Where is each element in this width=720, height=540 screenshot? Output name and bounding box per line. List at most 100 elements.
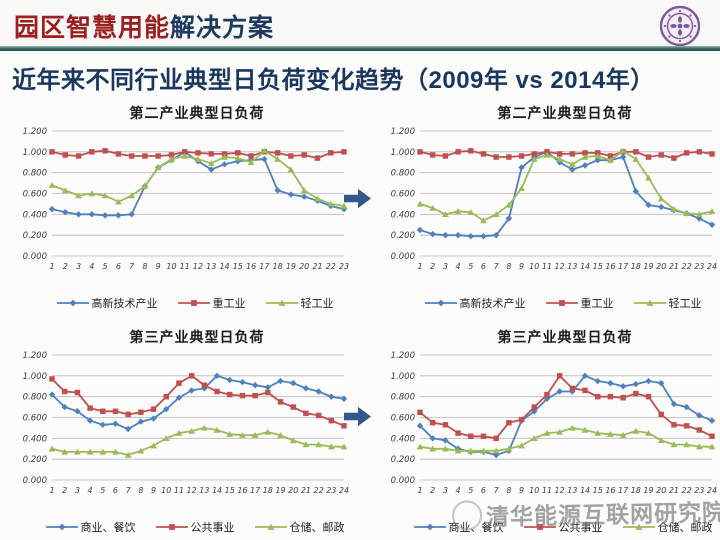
svg-text:14: 14 [212,486,222,495]
svg-text:0.800: 0.800 [391,169,415,179]
svg-text:11: 11 [180,262,190,271]
svg-text:24: 24 [707,262,717,271]
svg-text:6: 6 [116,262,121,271]
legend-item: 商业、餐饮 [413,519,504,535]
svg-text:0.800: 0.800 [23,169,47,179]
header-divider [0,46,720,51]
svg-text:15: 15 [225,486,235,495]
svg-text:11: 11 [542,262,552,271]
legend-item: 重工业 [177,295,246,311]
svg-text:15: 15 [593,262,603,271]
svg-text:1.200: 1.200 [23,351,47,361]
svg-text:18: 18 [631,486,641,495]
svg-text:2: 2 [62,486,67,495]
svg-text:0.600: 0.600 [23,190,47,200]
legend-marker-icon [633,299,666,306]
svg-text:0.000: 0.000 [23,252,47,262]
svg-text:8: 8 [506,486,511,495]
svg-text:5: 5 [100,486,105,495]
svg-text:23: 23 [694,486,704,495]
svg-text:6: 6 [481,262,486,271]
svg-text:6: 6 [113,486,118,495]
svg-text:22: 22 [314,486,324,495]
chart-tertiary-industry-2014: 第三产业典型日负荷 0.000 0.200 0.400 0.600 0.800 1.000… [382,326,718,536]
svg-text:10: 10 [529,262,539,271]
svg-text:1.000: 1.000 [23,372,47,382]
svg-text:5: 5 [468,262,473,271]
chart-legend: 商业、餐饮 公共事业 仓储、邮政 [382,518,718,536]
svg-text:0.400: 0.400 [23,434,47,444]
svg-text:18: 18 [631,262,641,271]
svg-text:21: 21 [312,262,322,271]
svg-text:9: 9 [156,262,161,271]
svg-text:16: 16 [237,486,247,495]
svg-text:10: 10 [166,262,176,271]
svg-text:14: 14 [580,262,590,271]
svg-text:1.200: 1.200 [391,351,415,361]
svg-text:2: 2 [430,262,435,271]
legend-item: 仓储、邮政 [622,519,713,535]
legend-label: 轻工业 [668,298,702,310]
svg-text:0.400: 0.400 [23,210,47,220]
slide-title: 近年来不同行业典型日负荷变化趋势（2009年 vs 2014年） [12,67,655,94]
legend-item: 商业、餐饮 [45,519,136,535]
svg-text:0.200: 0.200 [391,455,415,465]
svg-text:24: 24 [339,486,349,495]
svg-text:20: 20 [288,486,298,495]
svg-text:0.400: 0.400 [391,434,415,444]
tsinghua-university-seal-icon [659,5,701,47]
svg-text:10: 10 [529,486,539,495]
svg-text:24: 24 [707,486,717,495]
legend-item: 重工业 [545,295,614,311]
legend-item: 轻工业 [633,295,702,311]
svg-text:17: 17 [250,486,261,495]
chart-title: 第二产业典型日负荷 [497,105,633,121]
legend-item: 仓储、邮政 [254,519,345,535]
svg-text:3: 3 [443,486,448,495]
chart-secondary-industry-2014: 第二产业典型日负荷 0.000 0.200 0.400 0.600 0.800 1.000… [382,102,718,312]
svg-text:12: 12 [555,486,565,495]
legend-item: 公共事业 [523,519,603,535]
svg-text:18: 18 [273,262,283,271]
legend-marker-icon [622,523,655,530]
chart-secondary-industry-2009: 第二产业典型日负荷 0.000 0.200 0.400 0.600 0.800 1.000… [14,102,350,312]
legend-item: 高新技术产业 [56,295,158,311]
svg-text:20: 20 [656,486,666,495]
svg-text:9: 9 [519,262,524,271]
page-title: 园区智慧用能解决方案 [14,8,274,44]
svg-text:20: 20 [656,262,666,271]
svg-text:1.200: 1.200 [391,127,415,137]
legend-label: 高新技术产业 [91,298,158,310]
svg-text:23: 23 [326,486,336,495]
svg-text:2: 2 [63,262,68,271]
svg-text:0.800: 0.800 [23,393,47,403]
chart-title: 第二产业典型日负荷 [129,105,265,121]
legend-marker-icon [177,300,210,306]
svg-text:6: 6 [481,486,486,495]
svg-text:17: 17 [259,262,270,271]
svg-text:14: 14 [219,262,229,271]
legend-item: 高新技术产业 [424,295,526,311]
legend-marker-icon [56,299,89,307]
svg-text:16: 16 [605,486,615,495]
svg-text:13: 13 [199,486,209,495]
svg-text:4: 4 [456,486,461,495]
svg-text:8: 8 [142,262,147,271]
svg-text:7: 7 [494,262,500,271]
svg-text:18: 18 [263,486,273,495]
svg-text:0.000: 0.000 [391,252,415,262]
header: 园区智慧用能解决方案 [0,0,720,55]
svg-text:11: 11 [174,486,184,495]
svg-text:0.200: 0.200 [23,231,47,241]
svg-text:22: 22 [326,262,336,271]
chart-title: 第三产业典型日负荷 [129,329,265,345]
legend-marker-icon [155,524,188,530]
svg-text:9: 9 [151,486,156,495]
legend-marker-icon [413,523,446,531]
legend-label: 高新技术产业 [459,298,526,310]
legend-marker-icon [254,523,287,530]
svg-text:4: 4 [456,262,461,271]
